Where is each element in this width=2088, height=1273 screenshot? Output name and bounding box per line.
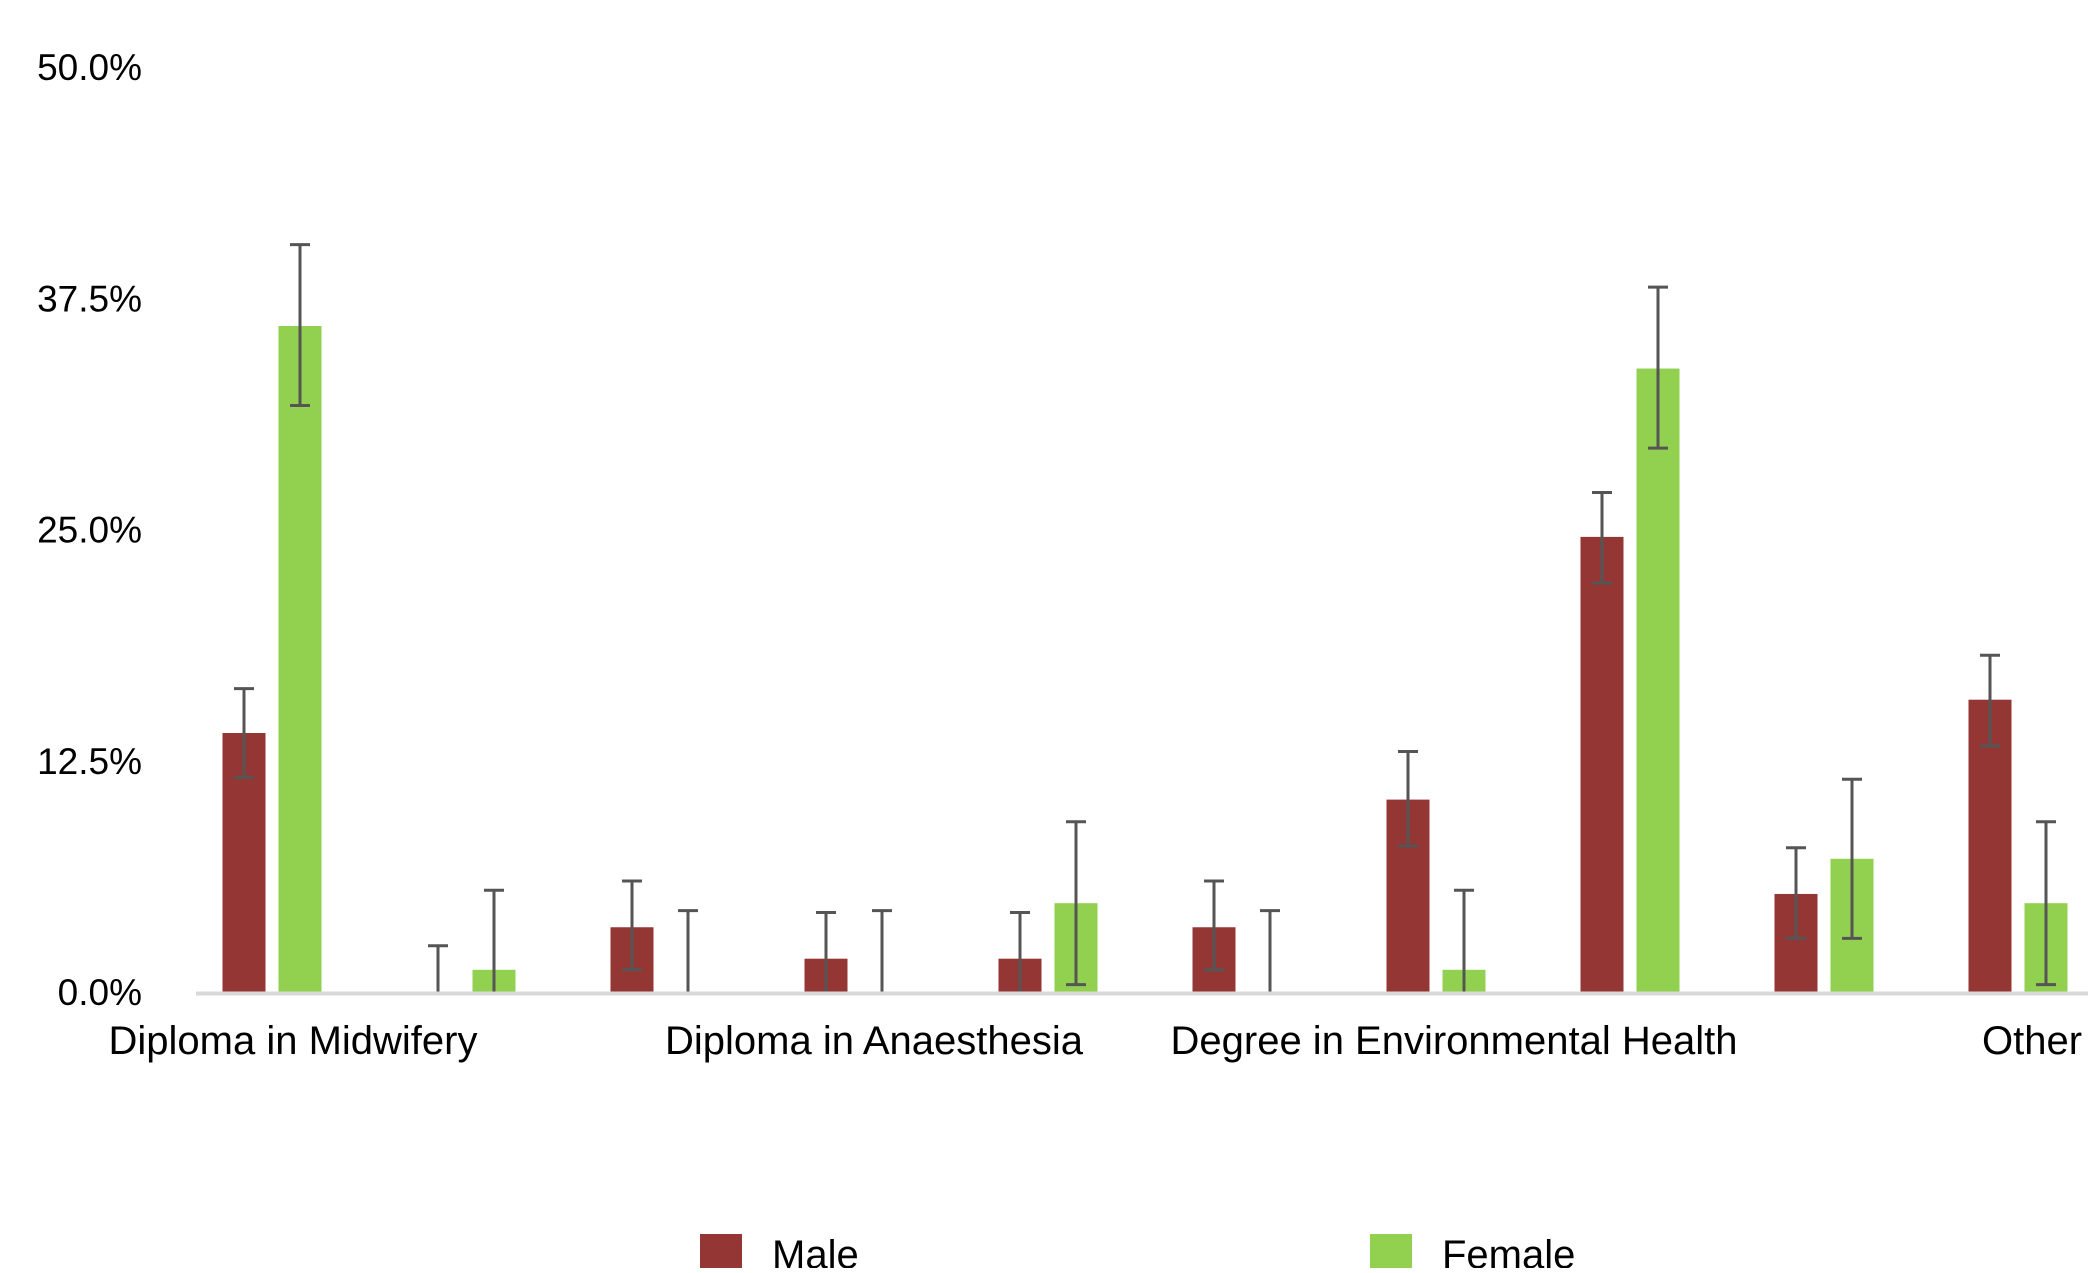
error-bars-group xyxy=(234,245,2056,992)
y-tick-label: 25.0% xyxy=(37,510,142,551)
female-error-bar xyxy=(1260,911,1280,992)
legend-item-female: Female xyxy=(1370,1233,1575,1268)
female-bar xyxy=(279,326,322,992)
legend-swatch xyxy=(1370,1234,1412,1268)
legend-label: Male xyxy=(772,1233,859,1268)
x-category-label: Diploma in Anaesthesia xyxy=(665,1019,1084,1063)
female-bar xyxy=(1637,369,1680,992)
male-bar xyxy=(1581,537,1624,992)
y-tick-label: 0.0% xyxy=(58,972,142,1013)
y-axis-ticks: 0.0% 12.5% 25.0% 37.5% 50.0% xyxy=(37,47,142,1013)
x-category-label: Other xyxy=(1982,1019,2082,1063)
category-labels: Diploma in Midwifery Diploma in Anaesthes… xyxy=(109,1019,2083,1063)
legend: Male Female xyxy=(700,1233,1575,1268)
y-tick-label: 12.5% xyxy=(37,741,142,782)
y-tick-label: 50.0% xyxy=(37,47,142,88)
female-error-bar xyxy=(678,911,698,992)
male-error-bar xyxy=(428,946,448,992)
legend-item-male: Male xyxy=(700,1233,859,1268)
female-error-bar xyxy=(872,911,892,992)
x-category-label: Degree in Environmental Health xyxy=(1171,1019,1738,1063)
legend-label: Female xyxy=(1442,1233,1575,1268)
y-tick-label: 37.5% xyxy=(37,278,142,319)
legend-swatch xyxy=(700,1234,742,1268)
x-category-label: Diploma in Midwifery xyxy=(109,1019,478,1063)
bars-group xyxy=(223,326,2068,992)
